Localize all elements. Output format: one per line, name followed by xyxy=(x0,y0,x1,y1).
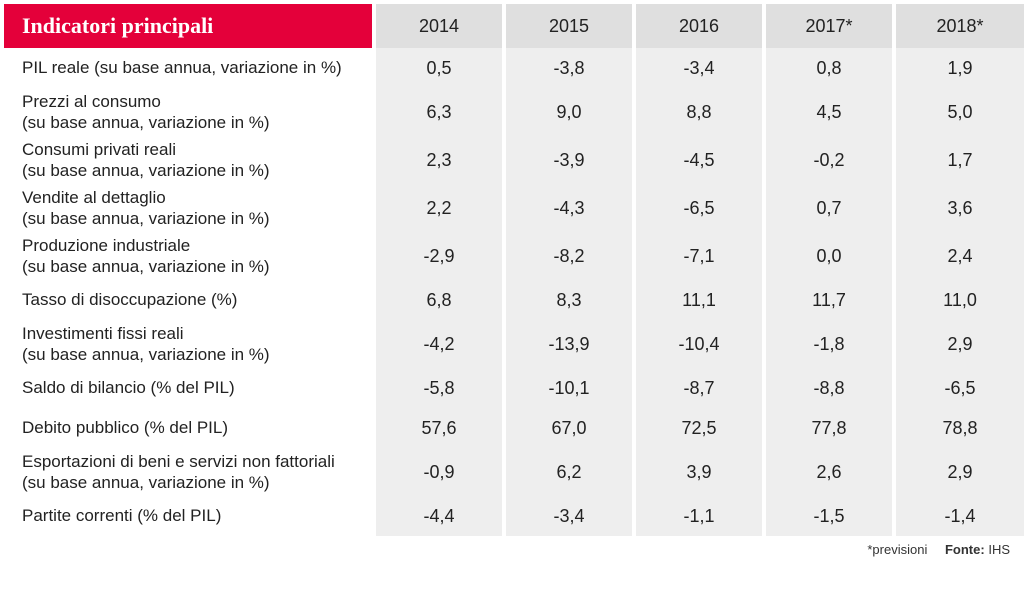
cell-value: 78,8 xyxy=(894,408,1024,448)
cell-value: 9,0 xyxy=(504,88,634,136)
source-value: IHS xyxy=(988,542,1010,557)
row-label: Partite correnti (% del PIL) xyxy=(4,496,374,536)
cell-value: 57,6 xyxy=(374,408,504,448)
row-label: Produzione industriale(su base annua, va… xyxy=(4,232,374,280)
cell-value: 2,6 xyxy=(764,448,894,496)
row-label: Debito pubblico (% del PIL) xyxy=(4,408,374,448)
footnote: *previsioni xyxy=(867,542,927,557)
cell-value: -5,8 xyxy=(374,368,504,408)
cell-value: 3,6 xyxy=(894,184,1024,232)
cell-value: 67,0 xyxy=(504,408,634,448)
row-label: PIL reale (su base annua, variazione in … xyxy=(4,48,374,88)
cell-value: 2,2 xyxy=(374,184,504,232)
table-row: PIL reale (su base annua, variazione in … xyxy=(4,48,1024,88)
cell-value: 0,5 xyxy=(374,48,504,88)
cell-value: -3,9 xyxy=(504,136,634,184)
cell-value: 2,3 xyxy=(374,136,504,184)
row-label: Investimenti fissi reali(su base annua, … xyxy=(4,320,374,368)
cell-value: -10,4 xyxy=(634,320,764,368)
table-row: Prezzi al consumo(su base annua, variazi… xyxy=(4,88,1024,136)
table-footer: *previsioni Fonte: IHS xyxy=(4,536,1020,557)
year-header: 2017* xyxy=(764,4,894,48)
year-header: 2014 xyxy=(374,4,504,48)
cell-value: 77,8 xyxy=(764,408,894,448)
table-row: Vendite al dettaglio(su base annua, vari… xyxy=(4,184,1024,232)
cell-value: 2,4 xyxy=(894,232,1024,280)
row-label: Saldo di bilancio (% del PIL) xyxy=(4,368,374,408)
cell-value: -1,8 xyxy=(764,320,894,368)
cell-value: -0,2 xyxy=(764,136,894,184)
cell-value: -13,9 xyxy=(504,320,634,368)
cell-value: -10,1 xyxy=(504,368,634,408)
cell-value: 2,9 xyxy=(894,448,1024,496)
year-header: 2018* xyxy=(894,4,1024,48)
table-row: Investimenti fissi reali(su base annua, … xyxy=(4,320,1024,368)
cell-value: -8,8 xyxy=(764,368,894,408)
cell-value: 3,9 xyxy=(634,448,764,496)
cell-value: -8,7 xyxy=(634,368,764,408)
table-title: Indicatori principali xyxy=(4,4,374,48)
cell-value: -6,5 xyxy=(894,368,1024,408)
row-label: Consumi privati reali(su base annua, var… xyxy=(4,136,374,184)
cell-value: 6,2 xyxy=(504,448,634,496)
table-row: Partite correnti (% del PIL)-4,4-3,4-1,1… xyxy=(4,496,1024,536)
cell-value: 11,0 xyxy=(894,280,1024,320)
cell-value: -1,5 xyxy=(764,496,894,536)
table-row: Esportazioni di beni e servizi non fatto… xyxy=(4,448,1024,496)
cell-value: 6,8 xyxy=(374,280,504,320)
year-header: 2015 xyxy=(504,4,634,48)
cell-value: 72,5 xyxy=(634,408,764,448)
cell-value: -7,1 xyxy=(634,232,764,280)
cell-value: 4,5 xyxy=(764,88,894,136)
cell-value: -3,4 xyxy=(504,496,634,536)
row-label: Esportazioni di beni e servizi non fatto… xyxy=(4,448,374,496)
header-row: Indicatori principali 2014 2015 2016 201… xyxy=(4,4,1024,48)
cell-value: 0,8 xyxy=(764,48,894,88)
cell-value: 8,8 xyxy=(634,88,764,136)
cell-value: 2,9 xyxy=(894,320,1024,368)
cell-value: 1,7 xyxy=(894,136,1024,184)
table-row: Produzione industriale(su base annua, va… xyxy=(4,232,1024,280)
cell-value: -0,9 xyxy=(374,448,504,496)
table-row: Tasso di disoccupazione (%)6,88,311,111,… xyxy=(4,280,1024,320)
cell-value: -3,4 xyxy=(634,48,764,88)
cell-value: -6,5 xyxy=(634,184,764,232)
cell-value: -4,4 xyxy=(374,496,504,536)
cell-value: -1,4 xyxy=(894,496,1024,536)
table-row: Debito pubblico (% del PIL)57,667,072,57… xyxy=(4,408,1024,448)
cell-value: 11,1 xyxy=(634,280,764,320)
cell-value: 0,0 xyxy=(764,232,894,280)
table-body: PIL reale (su base annua, variazione in … xyxy=(4,48,1024,536)
table-row: Consumi privati reali(su base annua, var… xyxy=(4,136,1024,184)
cell-value: 0,7 xyxy=(764,184,894,232)
table-row: Saldo di bilancio (% del PIL)-5,8-10,1-8… xyxy=(4,368,1024,408)
source-label: Fonte: xyxy=(945,542,985,557)
cell-value: -3,8 xyxy=(504,48,634,88)
cell-value: -8,2 xyxy=(504,232,634,280)
cell-value: 8,3 xyxy=(504,280,634,320)
cell-value: 11,7 xyxy=(764,280,894,320)
cell-value: 1,9 xyxy=(894,48,1024,88)
row-label: Prezzi al consumo(su base annua, variazi… xyxy=(4,88,374,136)
cell-value: -4,2 xyxy=(374,320,504,368)
year-header: 2016 xyxy=(634,4,764,48)
cell-value: -4,3 xyxy=(504,184,634,232)
cell-value: 6,3 xyxy=(374,88,504,136)
row-label: Tasso di disoccupazione (%) xyxy=(4,280,374,320)
row-label: Vendite al dettaglio(su base annua, vari… xyxy=(4,184,374,232)
indicators-table: Indicatori principali 2014 2015 2016 201… xyxy=(4,4,1024,536)
cell-value: 5,0 xyxy=(894,88,1024,136)
cell-value: -4,5 xyxy=(634,136,764,184)
indicators-table-wrap: Indicatori principali 2014 2015 2016 201… xyxy=(4,4,1020,557)
cell-value: -2,9 xyxy=(374,232,504,280)
cell-value: -1,1 xyxy=(634,496,764,536)
